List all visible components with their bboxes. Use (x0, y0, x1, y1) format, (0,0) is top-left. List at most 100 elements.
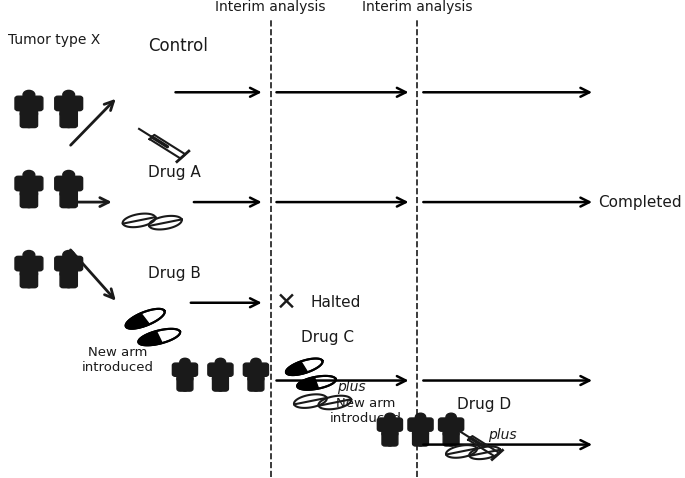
Circle shape (251, 358, 261, 366)
Text: Halted: Halted (310, 295, 361, 310)
FancyBboxPatch shape (423, 418, 433, 431)
Polygon shape (446, 445, 477, 458)
FancyBboxPatch shape (60, 272, 71, 288)
FancyBboxPatch shape (21, 257, 38, 276)
FancyBboxPatch shape (208, 363, 219, 376)
FancyBboxPatch shape (218, 377, 228, 391)
FancyBboxPatch shape (21, 177, 38, 196)
FancyBboxPatch shape (177, 377, 188, 391)
FancyBboxPatch shape (248, 363, 264, 381)
FancyBboxPatch shape (187, 363, 197, 376)
FancyBboxPatch shape (60, 97, 77, 116)
FancyBboxPatch shape (212, 363, 228, 381)
Text: plus: plus (337, 380, 365, 394)
Polygon shape (125, 313, 149, 329)
FancyBboxPatch shape (212, 377, 223, 391)
Polygon shape (123, 214, 155, 227)
Polygon shape (286, 358, 323, 375)
FancyBboxPatch shape (60, 192, 71, 207)
Circle shape (385, 413, 395, 421)
FancyBboxPatch shape (71, 96, 83, 111)
FancyBboxPatch shape (21, 192, 32, 207)
FancyBboxPatch shape (26, 111, 38, 128)
Polygon shape (149, 135, 185, 159)
FancyBboxPatch shape (382, 432, 393, 446)
FancyBboxPatch shape (66, 272, 77, 288)
FancyBboxPatch shape (412, 418, 428, 436)
Polygon shape (138, 329, 180, 345)
Polygon shape (286, 361, 308, 375)
Polygon shape (297, 377, 319, 390)
Circle shape (63, 90, 75, 99)
FancyBboxPatch shape (15, 176, 27, 191)
Circle shape (23, 171, 35, 179)
FancyBboxPatch shape (392, 418, 403, 431)
FancyBboxPatch shape (443, 418, 459, 436)
Text: New arm
introduced: New arm introduced (329, 397, 401, 424)
FancyBboxPatch shape (26, 192, 38, 207)
FancyBboxPatch shape (21, 97, 38, 116)
Polygon shape (138, 331, 162, 345)
Text: ✕: ✕ (275, 291, 297, 315)
Text: Completed: Completed (598, 195, 682, 209)
FancyBboxPatch shape (55, 176, 66, 191)
FancyBboxPatch shape (382, 418, 398, 436)
FancyBboxPatch shape (448, 432, 459, 446)
Text: Interim analysis: Interim analysis (362, 0, 473, 14)
FancyBboxPatch shape (32, 256, 43, 271)
Polygon shape (469, 436, 499, 456)
Circle shape (446, 413, 456, 421)
FancyBboxPatch shape (173, 363, 183, 376)
Text: Interim analysis: Interim analysis (215, 0, 326, 14)
FancyBboxPatch shape (55, 96, 66, 111)
Polygon shape (149, 216, 182, 229)
Polygon shape (319, 396, 351, 409)
Polygon shape (469, 446, 500, 459)
FancyBboxPatch shape (253, 377, 264, 391)
Circle shape (179, 358, 190, 366)
FancyBboxPatch shape (21, 111, 32, 128)
Polygon shape (294, 394, 327, 408)
FancyBboxPatch shape (66, 111, 77, 128)
FancyBboxPatch shape (387, 432, 398, 446)
FancyBboxPatch shape (258, 363, 269, 376)
FancyBboxPatch shape (418, 432, 428, 446)
Text: plus: plus (488, 428, 516, 443)
Polygon shape (297, 376, 336, 390)
Text: Drug B: Drug B (148, 266, 201, 281)
FancyBboxPatch shape (443, 432, 454, 446)
FancyBboxPatch shape (15, 96, 27, 111)
Circle shape (415, 413, 425, 421)
FancyBboxPatch shape (243, 363, 254, 376)
FancyBboxPatch shape (71, 176, 83, 191)
FancyBboxPatch shape (26, 272, 38, 288)
FancyBboxPatch shape (21, 272, 32, 288)
FancyBboxPatch shape (248, 377, 259, 391)
FancyBboxPatch shape (182, 377, 193, 391)
Text: Tumor type X: Tumor type X (8, 33, 100, 47)
Text: New arm
introduced: New arm introduced (82, 346, 153, 374)
FancyBboxPatch shape (408, 418, 419, 431)
FancyBboxPatch shape (55, 256, 66, 271)
FancyBboxPatch shape (71, 256, 83, 271)
Circle shape (23, 250, 35, 259)
Text: Drug A: Drug A (148, 165, 201, 181)
FancyBboxPatch shape (60, 177, 77, 196)
Circle shape (63, 171, 75, 179)
Text: Drug D: Drug D (457, 397, 512, 412)
FancyBboxPatch shape (438, 418, 449, 431)
FancyBboxPatch shape (412, 432, 423, 446)
FancyBboxPatch shape (66, 192, 77, 207)
Polygon shape (125, 309, 164, 329)
FancyBboxPatch shape (32, 176, 43, 191)
FancyBboxPatch shape (60, 111, 71, 128)
FancyBboxPatch shape (222, 363, 233, 376)
FancyBboxPatch shape (453, 418, 464, 431)
Circle shape (23, 90, 35, 99)
Circle shape (63, 250, 75, 259)
FancyBboxPatch shape (32, 96, 43, 111)
FancyBboxPatch shape (60, 257, 77, 276)
Text: Control: Control (148, 37, 208, 55)
FancyBboxPatch shape (377, 418, 388, 431)
Circle shape (215, 358, 225, 366)
